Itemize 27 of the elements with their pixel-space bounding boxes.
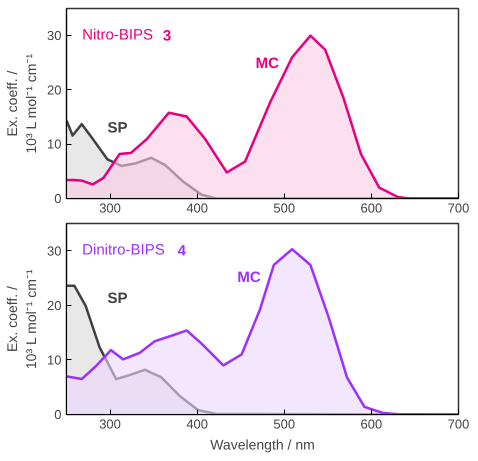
text: Dinitro-BIPS 4	[82, 242, 187, 260]
series-label: MC	[237, 268, 261, 286]
x-tick-label: 400	[186, 200, 208, 216]
y-tick-label: 10	[47, 352, 62, 368]
x-tick-label: 600	[360, 416, 382, 432]
x-tick-label: 700	[448, 416, 470, 432]
x-tick-label: 500	[273, 416, 296, 432]
y-axis-title: Ex. coeff. / 10³ L mol⁻¹ cm⁻¹	[4, 54, 40, 154]
x-tick-label: 300	[99, 200, 121, 216]
y-tick-label: 0	[54, 407, 62, 422]
y-tick-label: 30	[47, 28, 62, 44]
x-tick-label: 300	[99, 416, 121, 432]
y-tick-label: 20	[47, 82, 62, 98]
x-tick-label: 400	[186, 416, 208, 432]
y-tick-label: 10	[47, 136, 62, 152]
series-label: SP	[107, 290, 128, 308]
y-tick-label: 20	[47, 298, 62, 313]
x-tick-label: 600	[360, 200, 382, 216]
x-axis-title: Wavelength / nm	[210, 436, 315, 452]
series-label: SP	[107, 120, 128, 137]
text: Nitro-BIPS 3	[82, 26, 172, 45]
y-axis-title: Ex. coeff. / 10³ L mol⁻¹ cm⁻¹	[4, 269, 40, 370]
series-label: MC	[256, 54, 280, 72]
x-tick-label: 700	[448, 200, 470, 216]
y-tick-label: 30	[47, 243, 62, 258]
x-tick-label: 500	[273, 200, 296, 216]
y-tick-label: 0	[54, 191, 62, 206]
